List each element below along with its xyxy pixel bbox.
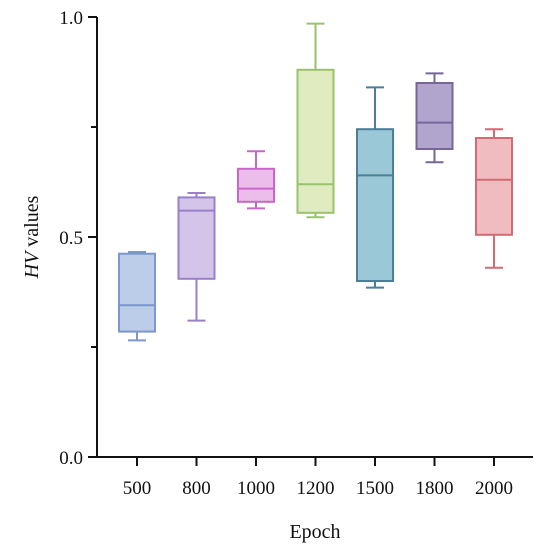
y-axis-title-italic: HV	[21, 249, 43, 279]
x-tick-label: 800	[182, 478, 211, 499]
y-tick-label: 0.0	[59, 448, 83, 469]
y-axis-title: HV values	[21, 195, 43, 279]
x-tick-label: 1800	[416, 478, 454, 499]
x-tick-label: 1500	[356, 478, 394, 499]
box-800	[177, 192, 216, 322]
x-tick-label: 2000	[475, 478, 513, 499]
box-1000	[237, 150, 275, 210]
iqr-box	[356, 128, 394, 282]
box-1800	[415, 72, 454, 164]
x-tick-label: 1000	[237, 478, 275, 499]
axes: 0.0 0.5 1.0 500 800 1000 1200 1500 1800 2000	[59, 8, 533, 499]
x-axis-title: Epoch	[289, 521, 340, 543]
iqr-box	[415, 82, 454, 150]
iqr-box	[475, 137, 513, 236]
iqr-box	[296, 68, 335, 214]
iqr-box	[118, 252, 156, 333]
y-tick-label: 0.5	[59, 228, 83, 249]
box-1200	[296, 22, 335, 219]
iqr-box	[237, 167, 275, 203]
y-axis-title-rest: values	[21, 195, 43, 251]
plot-area	[118, 22, 513, 342]
x-tick-label: 500	[123, 478, 152, 499]
x-tick-label: 1200	[297, 478, 335, 499]
box-500	[118, 250, 156, 342]
box-1500	[356, 86, 394, 289]
y-tick-label: 1.0	[59, 8, 83, 29]
box-2000	[475, 128, 513, 269]
